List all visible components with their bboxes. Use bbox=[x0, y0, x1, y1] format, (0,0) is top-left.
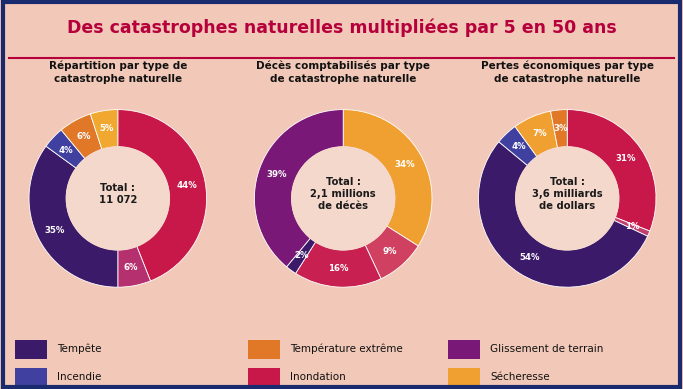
Wedge shape bbox=[479, 142, 647, 287]
Wedge shape bbox=[29, 146, 117, 287]
Wedge shape bbox=[296, 242, 381, 287]
Title: Répartition par type de
catastrophe naturelle: Répartition par type de catastrophe natu… bbox=[48, 60, 187, 84]
Wedge shape bbox=[117, 246, 150, 287]
Wedge shape bbox=[90, 110, 118, 149]
Text: Total :
2,1 millions
de décès: Total : 2,1 millions de décès bbox=[310, 177, 376, 210]
Bar bbox=[448, 340, 480, 359]
Text: 34%: 34% bbox=[395, 160, 415, 169]
Text: Glissement de terrain: Glissement de terrain bbox=[490, 344, 604, 354]
Text: Total :
3,6 milliards
de dollars: Total : 3,6 milliards de dollars bbox=[532, 177, 602, 210]
Text: Température extrême: Température extrême bbox=[290, 343, 403, 354]
Wedge shape bbox=[343, 110, 432, 246]
Wedge shape bbox=[61, 114, 102, 159]
Wedge shape bbox=[365, 226, 418, 279]
Bar bbox=[448, 368, 480, 387]
Wedge shape bbox=[46, 130, 85, 168]
Wedge shape bbox=[287, 238, 316, 273]
Text: 3%: 3% bbox=[553, 124, 568, 133]
Text: 39%: 39% bbox=[266, 170, 287, 179]
Wedge shape bbox=[614, 217, 650, 236]
Text: 2%: 2% bbox=[294, 251, 309, 260]
Bar bbox=[248, 340, 280, 359]
Circle shape bbox=[292, 147, 395, 250]
Wedge shape bbox=[255, 110, 344, 267]
Text: Tempête: Tempête bbox=[57, 343, 101, 354]
Text: 1%: 1% bbox=[625, 222, 639, 231]
Wedge shape bbox=[499, 126, 537, 166]
Text: Sécheresse: Sécheresse bbox=[490, 372, 550, 382]
Wedge shape bbox=[515, 111, 557, 157]
Text: 6%: 6% bbox=[124, 263, 138, 272]
Text: 7%: 7% bbox=[532, 129, 546, 138]
Wedge shape bbox=[567, 110, 656, 231]
Text: Total :
11 072: Total : 11 072 bbox=[98, 183, 137, 205]
Text: 9%: 9% bbox=[382, 247, 397, 256]
Text: Des catastrophes naturelles multipliées par 5 en 50 ans: Des catastrophes naturelles multipliées … bbox=[67, 18, 616, 37]
Text: Incendie: Incendie bbox=[57, 372, 101, 382]
Text: Inondation: Inondation bbox=[290, 372, 346, 382]
Text: 16%: 16% bbox=[329, 265, 349, 273]
Title: Pertes économiques par type
de catastrophe naturelle: Pertes économiques par type de catastrop… bbox=[481, 60, 654, 84]
Circle shape bbox=[516, 147, 619, 250]
Text: 5%: 5% bbox=[100, 124, 114, 133]
Wedge shape bbox=[550, 110, 568, 148]
Text: 35%: 35% bbox=[44, 226, 65, 235]
Bar bbox=[15, 368, 47, 387]
Text: 54%: 54% bbox=[519, 254, 540, 263]
Circle shape bbox=[66, 147, 169, 250]
Text: 4%: 4% bbox=[59, 145, 74, 154]
Text: 31%: 31% bbox=[615, 154, 636, 163]
Bar bbox=[15, 340, 47, 359]
Text: 6%: 6% bbox=[76, 132, 91, 141]
Title: Décès comptabilisés par type
de catastrophe naturelle: Décès comptabilisés par type de catastro… bbox=[256, 60, 430, 84]
Bar bbox=[248, 368, 280, 387]
Text: 4%: 4% bbox=[512, 142, 526, 151]
Text: 44%: 44% bbox=[177, 180, 197, 190]
Wedge shape bbox=[117, 110, 206, 281]
